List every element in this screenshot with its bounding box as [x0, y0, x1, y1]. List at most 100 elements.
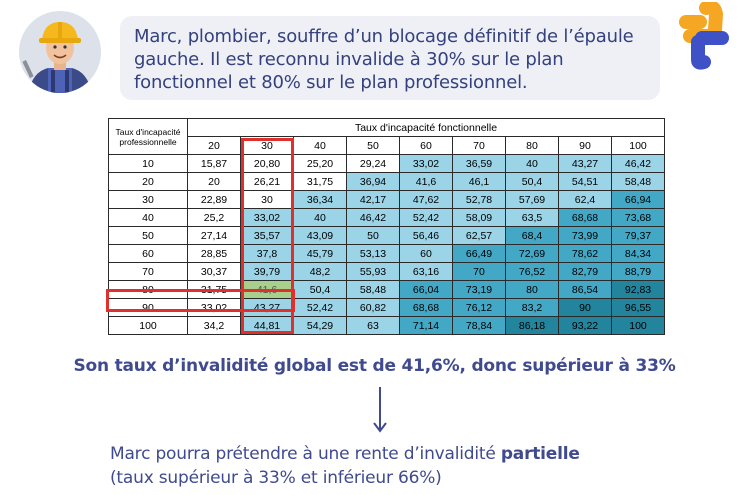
- table-cell: 46,42: [611, 154, 665, 173]
- table-cell: 79,37: [611, 226, 665, 245]
- table-cell: 90: [558, 298, 612, 317]
- table-cell: 68,4: [505, 226, 559, 245]
- table-cell: 73,68: [611, 208, 665, 227]
- table-row: 100 34,2 44,81 54,29 63 71,14 78,84 86,18 93,22 1…: [108, 316, 665, 335]
- table-cell: 40: [293, 208, 347, 227]
- table-cell: 62,4: [558, 190, 612, 209]
- table-cell: 52,78: [452, 190, 506, 209]
- table-cell: 30,37: [187, 262, 241, 281]
- table-cell: 57,69: [505, 190, 559, 209]
- table-cell: 41,6: [240, 280, 294, 299]
- table-cell: 43,27: [240, 298, 294, 317]
- table-row: 80 31,75 41,6 50,4 58,48 66,04 73,19 80 86,54 92,…: [108, 280, 665, 299]
- table-row: 30 22,89 30 36,34 42,17 47,62 52,78 57,69 62,4 66…: [108, 190, 665, 209]
- table-cell: 62,57: [452, 226, 506, 245]
- table-cell: 33,02: [399, 154, 453, 173]
- row-header: 20: [108, 172, 188, 191]
- table-cell: 41,6: [399, 172, 453, 191]
- conclusion-text: Son taux d’invalidité global est de 41,6…: [73, 356, 676, 376]
- table-cell: 70: [452, 262, 506, 281]
- col-header: 50: [346, 136, 400, 155]
- row-header: 10: [108, 154, 188, 173]
- table-cell: 76,12: [452, 298, 506, 317]
- bubble-text: Marc, plombier, souffre d’un blocage déf…: [134, 26, 634, 93]
- table-cell: 93,22: [558, 316, 612, 335]
- table-cell: 76,52: [505, 262, 559, 281]
- table-cell: 73,99: [558, 226, 612, 245]
- table-row: 40 25,2 33,02 40 46,42 52,42 58,09 63,5 68,68 73,…: [108, 208, 665, 227]
- table-cell: 27,14: [187, 226, 241, 245]
- result-text: Marc pourra prétendre à une rente d’inva…: [110, 442, 730, 490]
- corner-label: Taux d'incapacité professionnelle: [108, 118, 188, 155]
- row-header: 40: [108, 208, 188, 227]
- result-line2: (taux supérieur à 33% et inférieur 66%): [110, 468, 442, 488]
- row-header: 90: [108, 298, 188, 317]
- table-cell: 36,94: [346, 172, 400, 191]
- arrow-down-icon: [373, 387, 387, 433]
- table-cell: 25,2: [187, 208, 241, 227]
- table-cell: 80: [505, 280, 559, 299]
- table-cell: 33,02: [240, 208, 294, 227]
- col-header: 30: [240, 136, 294, 155]
- table-cell: 53,13: [346, 244, 400, 263]
- table-cell: 86,54: [558, 280, 612, 299]
- table-cell: 56,46: [399, 226, 453, 245]
- table-cell: 96,55: [611, 298, 665, 317]
- table-cell: 44,81: [240, 316, 294, 335]
- table-cell: 52,42: [293, 298, 347, 317]
- table-cell: 68,68: [558, 208, 612, 227]
- table-cell: 20: [187, 172, 241, 191]
- table-cell: 55,93: [346, 262, 400, 281]
- row-header: 100: [108, 316, 188, 335]
- table-cell: 88,79: [611, 262, 665, 281]
- col-header: 20: [187, 136, 241, 155]
- table-cell: 29,24: [346, 154, 400, 173]
- table-row: 20 20 26,21 31,75 36,94 41,6 46,1 50,4 54,51 58,4…: [108, 172, 665, 191]
- row-header: 80: [108, 280, 188, 299]
- result-bold: partielle: [500, 444, 580, 464]
- table-cell: 20,80: [240, 154, 294, 173]
- table-cell: 47,62: [399, 190, 453, 209]
- table-cell: 60: [399, 244, 453, 263]
- table-row: 60 28,85 37,8 45,79 53,13 60 66,49 72,69 78,62 84…: [108, 244, 665, 263]
- table-cell: 63,5: [505, 208, 559, 227]
- table-cell: 60,82: [346, 298, 400, 317]
- table-cell: 39,79: [240, 262, 294, 281]
- table-cell: 58,48: [611, 172, 665, 191]
- table-cell: 66,49: [452, 244, 506, 263]
- table-cell: 52,42: [399, 208, 453, 227]
- table-cell: 40: [505, 154, 559, 173]
- col-header: 40: [293, 136, 347, 155]
- table-cell: 43,09: [293, 226, 347, 245]
- table-cell: 50,4: [293, 280, 347, 299]
- table-row: 90 33,02 43,27 52,42 60,82 68,68 76,12 83,2 90 96…: [108, 298, 665, 317]
- table-cell: 63,16: [399, 262, 453, 281]
- table-cell: 71,14: [399, 316, 453, 335]
- table-cell: 84,34: [611, 244, 665, 263]
- table-cell: 54,51: [558, 172, 612, 191]
- row-header: 50: [108, 226, 188, 245]
- fonctionnelle-title: Taux d'incapacité fonctionnelle: [187, 118, 665, 137]
- table-cell: 54,29: [293, 316, 347, 335]
- table-cell: 58,09: [452, 208, 506, 227]
- row-header: 70: [108, 262, 188, 281]
- row-header: 30: [108, 190, 188, 209]
- table-cell: 31,75: [293, 172, 347, 191]
- table-cell: 43,27: [558, 154, 612, 173]
- table-cell: 36,59: [452, 154, 506, 173]
- table-cell: 45,79: [293, 244, 347, 263]
- table-cell: 22,89: [187, 190, 241, 209]
- col-header: 100: [611, 136, 665, 155]
- table-cell: 28,85: [187, 244, 241, 263]
- col-header: 80: [505, 136, 559, 155]
- invalidity-rate-table: Taux d'incapacité professionnelle Taux d'…: [106, 118, 665, 335]
- medical-cross-logo: [679, 2, 729, 70]
- table-cell: 42,17: [346, 190, 400, 209]
- table-row: 70 30,37 39,79 48,2 55,93 63,16 70 76,52 82,79 88…: [108, 262, 665, 281]
- table-cell: 35,57: [240, 226, 294, 245]
- table-cell: 34,2: [187, 316, 241, 335]
- result-prefix: Marc pourra prétendre à une rente d’inva…: [110, 444, 501, 464]
- table-cell: 78,84: [452, 316, 506, 335]
- table-cell: 72,69: [505, 244, 559, 263]
- table-row: 10 15,87 20,80 25,20 29,24 33,02 36,59 40 43,27 4…: [108, 154, 665, 173]
